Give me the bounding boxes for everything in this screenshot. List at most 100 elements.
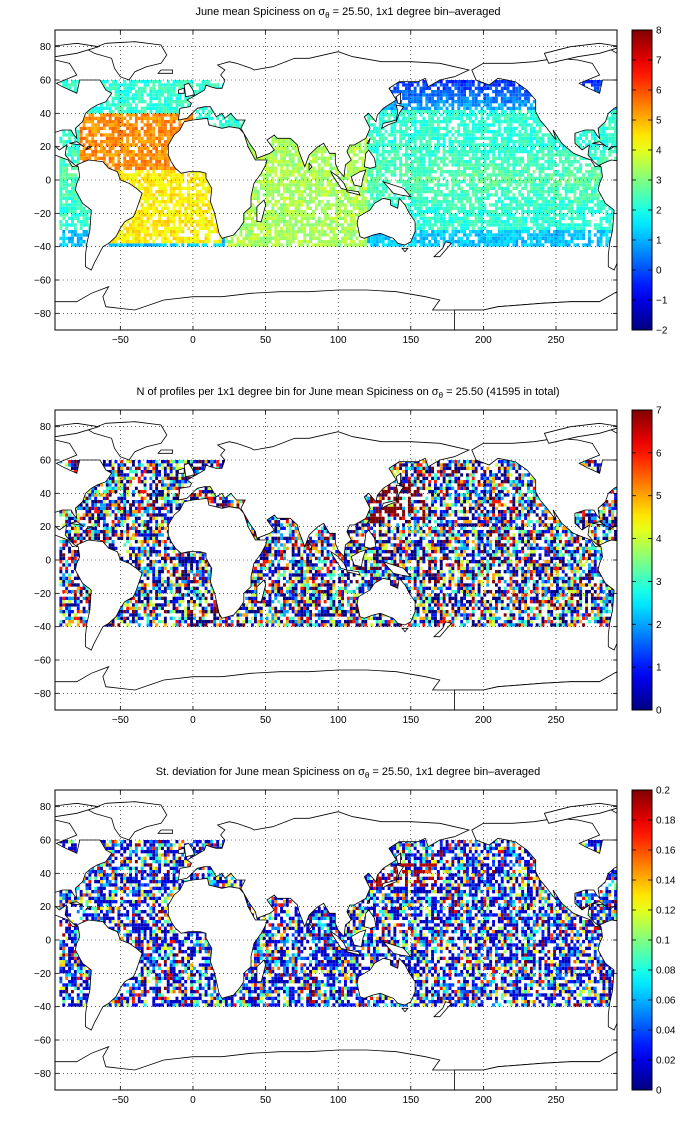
bin-cell — [588, 193, 591, 197]
bin-cell — [323, 186, 327, 191]
bin-cell — [416, 233, 420, 237]
bin-cell — [230, 240, 234, 244]
bin-cell — [187, 180, 190, 184]
bin-cell — [76, 213, 80, 217]
bin-cell — [422, 160, 426, 164]
bin-cell — [187, 220, 190, 224]
bin-cell — [407, 166, 411, 171]
bin-cell — [193, 240, 196, 244]
bin-cell — [335, 226, 339, 231]
bin-cell — [163, 213, 167, 217]
bin-cell — [190, 196, 193, 201]
bin-cell — [436, 216, 440, 221]
bin-cell — [451, 153, 455, 157]
bin-cell — [129, 226, 132, 231]
bin-cell — [541, 136, 545, 141]
bin-cell — [375, 166, 379, 171]
bin-cell — [515, 210, 519, 214]
bin-cell — [393, 153, 397, 157]
bin-cell — [152, 170, 156, 174]
bin-cell — [373, 140, 376, 144]
bin-cell — [132, 223, 135, 227]
bin-cell — [416, 223, 420, 227]
bin-cell — [370, 236, 373, 241]
bin-cell — [82, 230, 86, 234]
bin-cell — [73, 196, 77, 201]
bin-cell — [332, 186, 336, 191]
bin-cell — [158, 153, 161, 157]
bin-cell — [576, 213, 580, 217]
bin-cell — [62, 210, 66, 214]
bin-cell — [451, 170, 455, 174]
bin-cell — [524, 170, 527, 174]
bin-cell — [312, 160, 315, 164]
bin-cell — [486, 163, 490, 167]
bin-cell — [335, 173, 339, 177]
bin-cell — [300, 223, 304, 227]
bin-cell — [172, 236, 176, 241]
bin-cell — [341, 190, 344, 194]
bin-cell — [73, 160, 77, 164]
bin-cell — [152, 176, 156, 181]
bin-cell — [349, 236, 353, 241]
bin-cell — [553, 180, 556, 184]
bin-cell — [538, 166, 542, 171]
bin-cell — [344, 183, 347, 187]
bin-cell — [611, 140, 615, 144]
bin-cell — [68, 133, 71, 137]
bin-cell — [556, 240, 559, 244]
bin-cell — [483, 180, 487, 184]
bin-cell — [564, 206, 568, 211]
bin-cell — [352, 213, 356, 217]
bin-cell — [323, 190, 327, 194]
bin-cell — [463, 223, 466, 227]
bin-cell — [524, 176, 527, 181]
bin-cell — [550, 200, 554, 204]
bin-cell — [425, 180, 429, 184]
bin-cell — [300, 193, 304, 197]
bin-cell — [105, 133, 109, 137]
bin-cell — [605, 236, 609, 241]
bin-cell — [541, 163, 545, 167]
bin-cell — [76, 216, 80, 221]
bin-cell — [207, 236, 211, 241]
bin-cell — [579, 136, 583, 141]
bin-cell — [460, 226, 464, 231]
bin-cell — [384, 166, 388, 171]
bin-cell — [344, 203, 347, 207]
bin-cell — [527, 233, 530, 237]
bin-cell — [381, 190, 385, 194]
bin-cell — [535, 150, 539, 154]
bin-cell — [538, 136, 542, 141]
bin-cell — [178, 193, 182, 197]
bin-cell — [181, 243, 185, 247]
bin-cell — [588, 206, 591, 211]
bin-cell — [419, 206, 423, 211]
bin-cell — [582, 196, 585, 201]
bin-cell — [477, 156, 481, 161]
bin-cell — [181, 200, 185, 204]
bin-cell — [326, 156, 330, 161]
bin-cell — [332, 216, 336, 221]
bin-cell — [317, 186, 321, 191]
bin-cell — [126, 230, 130, 234]
bin-cell — [309, 153, 312, 157]
bin-cell — [294, 216, 298, 221]
bin-cell — [62, 166, 66, 171]
bin-cell — [158, 186, 161, 191]
bin-cell — [503, 223, 507, 227]
bin-cell — [195, 206, 199, 211]
bin-cell — [468, 206, 472, 211]
bin-cell — [556, 226, 559, 231]
bin-cell — [532, 176, 536, 181]
bin-cell — [184, 196, 188, 201]
bin-cell — [265, 210, 269, 214]
bin-cell — [297, 153, 301, 157]
bin-cell — [460, 160, 464, 164]
bin-cell — [79, 233, 83, 237]
bin-cell — [349, 173, 353, 177]
bin-cell — [59, 196, 63, 201]
bin-cell — [477, 243, 481, 247]
bin-cell — [219, 236, 222, 241]
bin-cell — [381, 150, 385, 154]
